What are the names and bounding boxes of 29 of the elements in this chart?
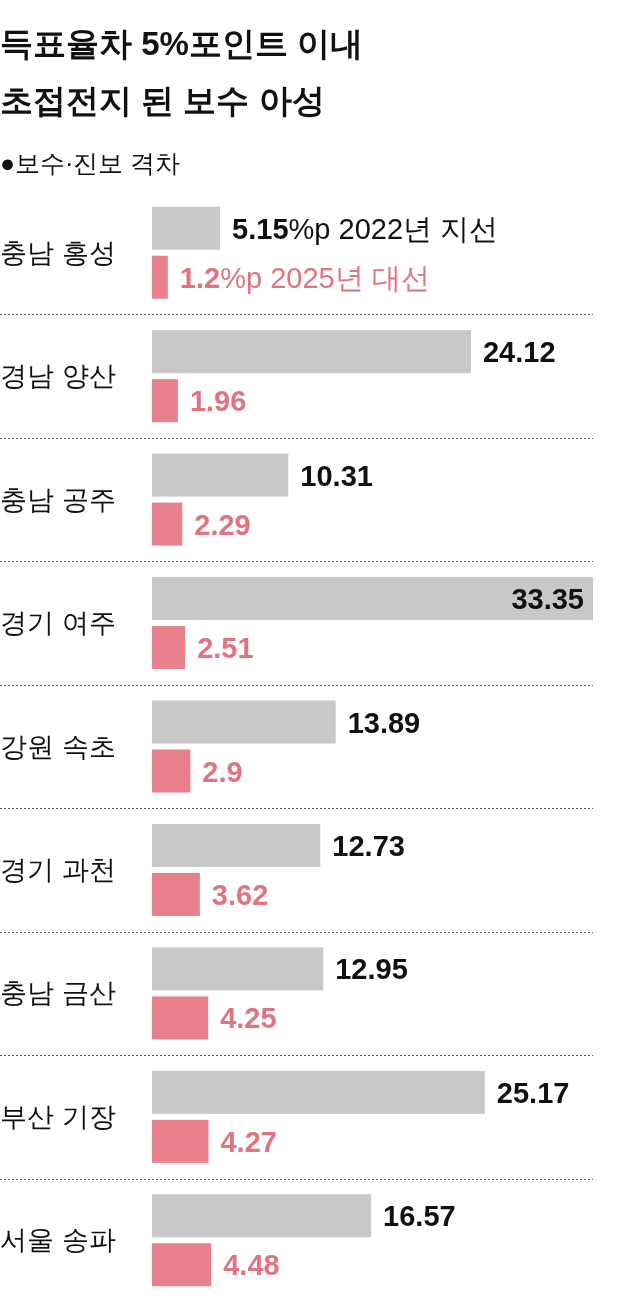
data-label: 2.51 [197,632,254,665]
y-tick-label: 강원 속초 [0,731,116,762]
data-label: 5.15%p 2022년 지선 [232,212,499,245]
subtitle: ●보수·진보 격차 [0,149,181,177]
y-tick-label: 충남 금산 [0,978,116,1009]
y-tick-label: 서울 송파 [0,1225,116,1256]
data-label: 3.62 [211,878,269,911]
data-label: 1.96 [189,385,247,418]
y-tick-label: 부산 기장 [0,1101,116,1132]
data-label: 25.17 [496,1076,570,1109]
title: 득표율차 5%포인트 이내 초접전지 된 보수 아성 [0,25,364,119]
y-tick-label: 충남 홍성 [0,237,116,268]
data-label: 2.29 [194,508,251,541]
data-label: 4.27 [220,1125,277,1158]
data-label: 16.57 [383,1200,456,1233]
y-tick-label: 충남 공주 [0,484,116,515]
data-label: 24.12 [482,336,556,369]
data-label: 12.73 [332,829,405,862]
data-label: 10.31 [300,459,373,492]
y-tick-label: 경기 과천 [0,854,116,885]
data-label: 13.89 [347,706,421,739]
y-tick-label: 경남 양산 [0,361,116,392]
data-label: 1.2%p 2025년 대선 [179,261,430,294]
data-label: 4.48 [223,1249,280,1282]
data-label: 12.95 [335,953,408,986]
y-tick-label: 경기 여주 [0,608,116,639]
data-label: 33.35 [511,583,584,616]
data-label: 4.25 [220,1002,277,1035]
data-label: 2.9 [202,755,243,788]
